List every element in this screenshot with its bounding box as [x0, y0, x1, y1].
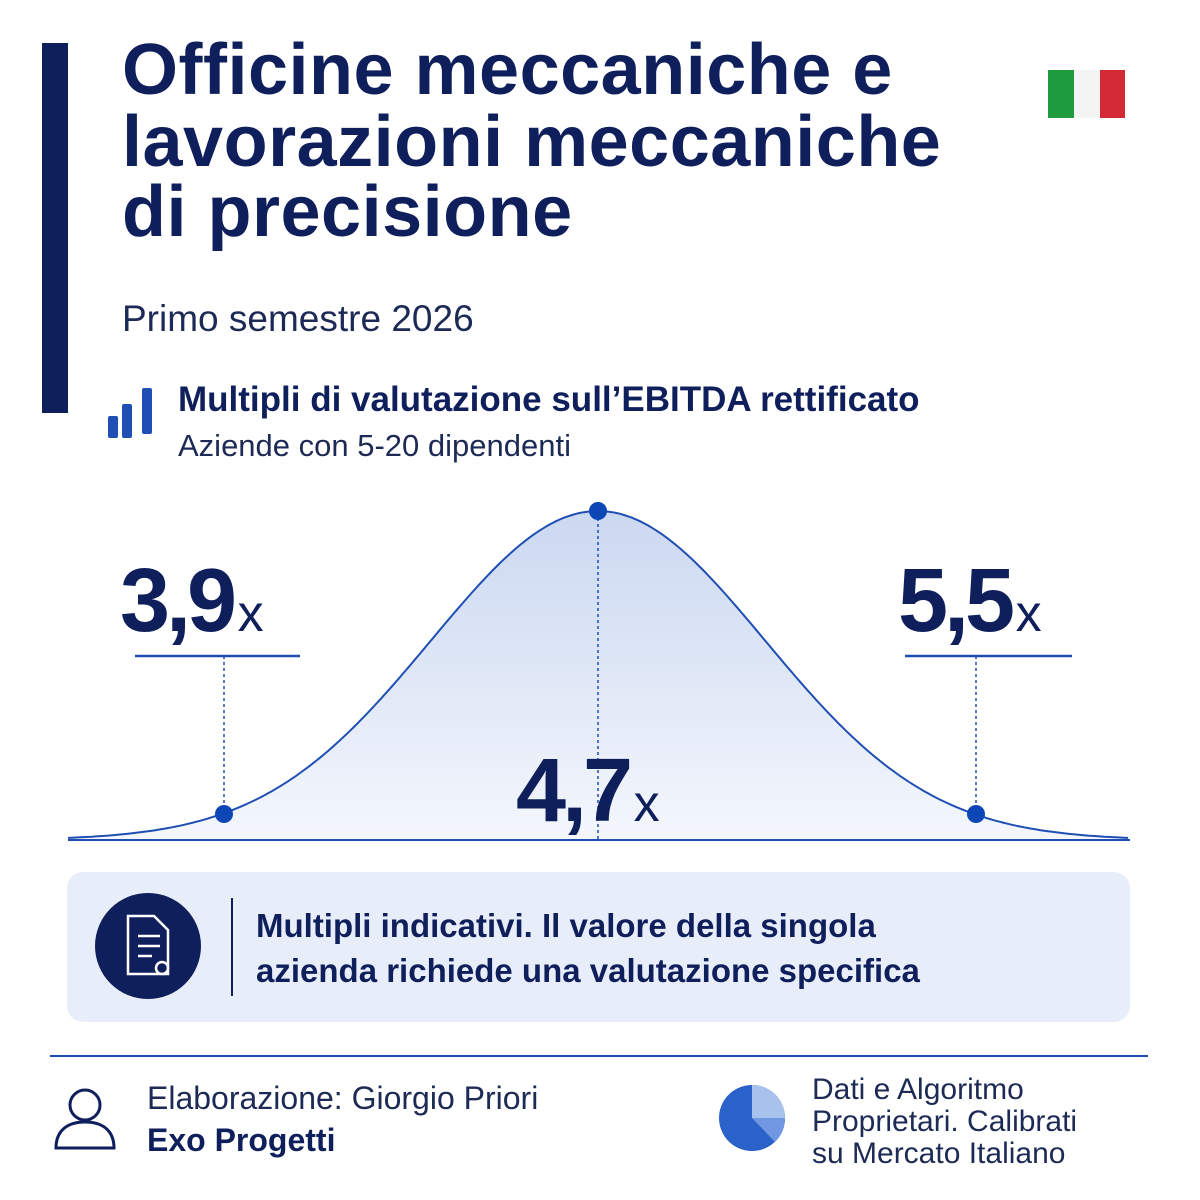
note-line: Multipli indicativi. Il valore della sin…: [256, 907, 876, 944]
guides: [223, 512, 977, 840]
section-subtitle: Aziende con 5-20 dipendenti: [178, 428, 571, 463]
doc-icon: [126, 914, 170, 976]
note-box: [67, 872, 1130, 1022]
author: Elaborazione: Giorgio Priori: [147, 1080, 539, 1116]
source-line: Proprietari. Calibrati: [812, 1105, 1078, 1138]
value: 3,9: [120, 551, 237, 651]
note-line: azienda richiede una valutazione specifi…: [256, 952, 920, 989]
source-line: su Mercato Italiano: [812, 1137, 1066, 1170]
value: 4,7: [516, 741, 633, 841]
section-title: Multipli di valutazione sull’EBITDA rett…: [178, 380, 920, 419]
flag: [1048, 70, 1125, 118]
points: [215, 502, 985, 823]
chart-icon: [108, 388, 152, 438]
source-line: Dati e Algoritmo: [812, 1073, 1024, 1106]
title-line: di precisione: [122, 172, 573, 252]
pie-icon: [719, 1085, 786, 1151]
title-line: Officine meccaniche e: [122, 30, 893, 110]
source: Dati e Algoritmo Proprietari. Calibrati …: [812, 1074, 1077, 1170]
note: Multipli indicativi. Il valore della sin…: [256, 903, 920, 993]
curve-area: [68, 511, 1130, 840]
high-multiple: 5,5 x: [898, 556, 1042, 646]
person-icon: [54, 1088, 116, 1150]
unit: x: [633, 775, 660, 833]
unit: x: [1015, 585, 1042, 643]
title-line: lavorazioni meccaniche: [122, 102, 942, 182]
subtitle: Primo semestre 2026: [122, 298, 474, 339]
unit: x: [237, 585, 264, 643]
low-multiple: 3,9 x: [120, 556, 264, 646]
median-multiple: 4,7 x: [516, 746, 660, 836]
company: Exo Progetti: [147, 1122, 336, 1158]
value: 5,5: [898, 551, 1015, 651]
accent-bar: [42, 43, 68, 413]
